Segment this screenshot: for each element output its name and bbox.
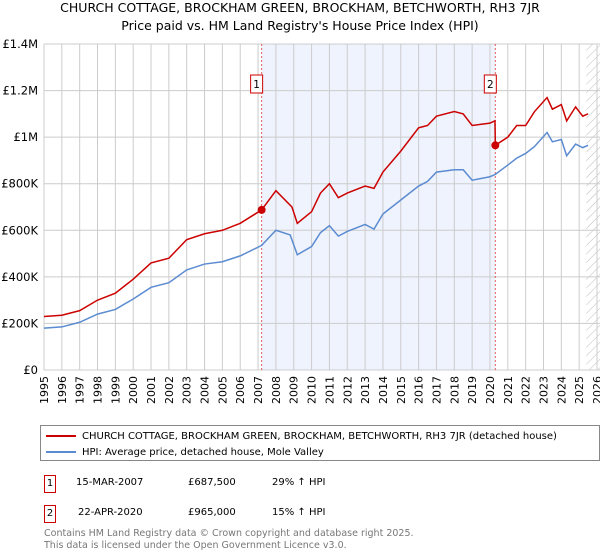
sale-marker-box xyxy=(250,74,264,94)
sale-marker-badge: 1 xyxy=(44,475,56,493)
y-tick-label: £1.4M xyxy=(2,37,38,51)
x-tick-label: 2006 xyxy=(234,376,247,404)
x-tick-label: 2000 xyxy=(127,376,140,404)
x-tick-label: 2024 xyxy=(555,376,568,404)
y-tick-label: £200K xyxy=(1,316,38,330)
y-tick-label: £400K xyxy=(1,270,38,284)
x-tick-label: 2025 xyxy=(573,376,586,404)
chart-title: CHURCH COTTAGE, BROCKHAM GREEN, BROCKHAM… xyxy=(60,0,540,15)
y-tick-label: £600K xyxy=(1,223,38,237)
legend-swatch-blue xyxy=(46,451,76,453)
sale-price: £687,500 xyxy=(188,477,236,488)
series-line-property xyxy=(43,96,589,318)
x-tick-label: 2016 xyxy=(413,376,426,404)
x-tick-label: 2018 xyxy=(448,376,461,404)
shaded-period xyxy=(261,44,496,370)
sale-marker-label: 2 xyxy=(487,79,494,91)
y-tick-label: £0 xyxy=(23,363,38,377)
x-tick-label: 1996 xyxy=(56,376,69,404)
x-tick-label: 2007 xyxy=(252,376,265,404)
legend-swatch-red xyxy=(46,435,76,437)
sale-marker-badge: 2 xyxy=(44,505,56,523)
x-tick-label: 2011 xyxy=(323,376,336,404)
x-tick-label: 2019 xyxy=(466,376,479,404)
line-chart: 1995 1996 1997 1998 1999 2000 2001 2002 2003 2004… xyxy=(1,37,600,404)
legend-item-property: CHURCH COTTAGE, BROCKHAM GREEN, BROCKHAM… xyxy=(46,429,557,443)
sale-date: 22-APR-2020 xyxy=(78,507,143,518)
forecast-hatch xyxy=(586,44,600,370)
y-tick-label: £800K xyxy=(1,177,38,191)
sale-point xyxy=(491,141,500,150)
chart-subtitle: Price paid vs. HM Land Registry's House … xyxy=(121,18,479,33)
sale-date: 15-MAR-2007 xyxy=(76,477,144,488)
x-tick-label: 2009 xyxy=(288,376,301,404)
x-tick-label: 2010 xyxy=(306,376,319,404)
x-tick-label: 2004 xyxy=(199,376,212,404)
y-tick-label: £1.2M xyxy=(2,84,38,98)
x-tick-label: 2014 xyxy=(377,376,390,404)
sale-price: £965,000 xyxy=(188,507,236,518)
x-tick-label: 2005 xyxy=(216,376,229,404)
footer: Contains HM Land Registry data © Crown c… xyxy=(44,528,414,552)
sale-marker-label: 1 xyxy=(253,79,260,91)
x-tick-label: 2003 xyxy=(181,376,194,404)
y-tick-label: £1M xyxy=(13,130,38,144)
x-tick-label: 2017 xyxy=(430,376,443,404)
x-tick-label: 2023 xyxy=(537,376,550,404)
x-tick-label: 2013 xyxy=(359,376,372,404)
sale-marker-box xyxy=(483,74,497,94)
x-tick-label: 1995 xyxy=(38,376,51,404)
x-tick-label: 2001 xyxy=(145,376,158,404)
sale-hpi-diff: 29% ↑ HPI xyxy=(272,477,326,488)
x-tick-label: 2008 xyxy=(270,376,283,404)
x-tick-label: 1998 xyxy=(92,376,105,404)
x-tick-label: 2026 xyxy=(591,376,600,404)
sale-hpi-diff: 15% ↑ HPI xyxy=(272,507,326,518)
sale-point xyxy=(257,205,266,214)
x-tick-label: 2015 xyxy=(395,376,408,404)
x-tick-label: 2020 xyxy=(484,376,497,404)
x-tick-label: 2012 xyxy=(341,376,354,404)
x-tick-label: 2022 xyxy=(520,376,533,404)
legend-label: CHURCH COTTAGE, BROCKHAM GREEN, BROCKHAM… xyxy=(82,430,557,442)
legend-item-hpi: HPI: Average price, detached house, Mole… xyxy=(46,445,324,459)
x-tick-label: 2021 xyxy=(502,376,515,404)
footer-copyright: Contains HM Land Registry data © Crown c… xyxy=(44,528,414,539)
legend-label: HPI: Average price, detached house, Mole… xyxy=(82,446,324,458)
footer-licence: This data is licensed under the Open Gov… xyxy=(44,540,347,551)
legend: CHURCH COTTAGE, BROCKHAM GREEN, BROCKHAM… xyxy=(40,425,600,461)
x-tick-label: 1999 xyxy=(109,376,122,404)
x-tick-label: 2002 xyxy=(163,376,176,404)
series-line-hpi xyxy=(43,131,589,329)
x-tick-label: 1997 xyxy=(74,376,87,404)
